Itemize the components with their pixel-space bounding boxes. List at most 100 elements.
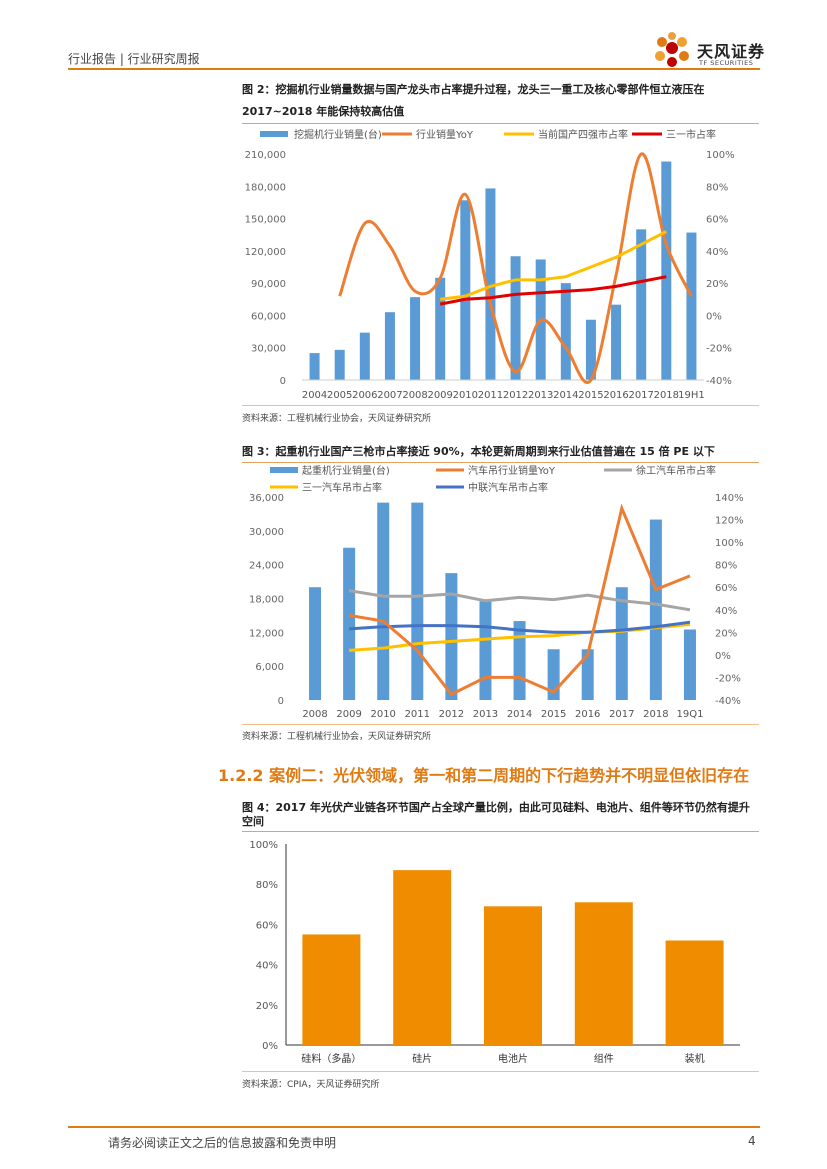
legend-label-1: 汽车吊行业销量YoY <box>468 464 556 477</box>
bar-2010 <box>377 502 390 700</box>
figure-3-source: 资料来源：工程机械行业协会，天风证券研究所 <box>242 732 432 742</box>
legend-label-1: 行业销量YoY <box>416 128 474 141</box>
left-tick: 180,000 <box>245 182 286 193</box>
logo-flower-icon <box>655 32 689 67</box>
section-title: 1.2.2 案例二：光伏领域，第一和第二周期的下行趋势并不明显但依旧存在 <box>218 766 750 785</box>
left-tick: 150,000 <box>245 215 286 226</box>
right-tick: 0% <box>706 311 722 322</box>
x-tick: 2013 <box>473 709 498 720</box>
x-tick: 19Q1 <box>676 709 703 720</box>
y-tick: 40% <box>256 961 278 972</box>
logo-text: 天风证券 <box>697 42 766 61</box>
right-tick: 0% <box>715 651 731 662</box>
bar-2012 <box>510 256 521 380</box>
bar-2014 <box>560 283 571 380</box>
y-tick: 0% <box>262 1041 278 1052</box>
left-tick: 0 <box>278 696 284 707</box>
legend-label-0: 挖掘机行业销量(台) <box>294 128 382 141</box>
figure-4-source: 资料来源：CPIA，天风证券研究所 <box>242 1080 380 1090</box>
bar-2017 <box>636 229 647 380</box>
x-tick: 电池片 <box>498 1052 528 1065</box>
bar-2016 <box>611 304 622 380</box>
right-tick: 120% <box>715 516 744 527</box>
x-tick: 2016 <box>575 709 600 720</box>
bar-2011 <box>485 188 496 380</box>
figure-3-top-rule <box>242 462 759 463</box>
bar-2009 <box>435 277 446 380</box>
figure-2-caption: 图 2：挖掘机行业销量数据与国产龙头市占率提升过程，龙头三一重工及核心零部件恒立… <box>242 79 762 123</box>
figure-2-top-rule <box>242 123 759 124</box>
series-yoy <box>348 503 691 697</box>
right-tick: 80% <box>715 561 737 572</box>
footer-divider <box>68 1126 760 1128</box>
x-tick: 2015 <box>578 390 603 401</box>
bar-2010 <box>460 200 471 380</box>
bar-19H1 <box>686 232 697 380</box>
figure-2-caption-line1: 图 2：挖掘机行业销量数据与国产龙头市占率提升过程，龙头三一重工及核心零部件恒立… <box>242 83 705 96</box>
x-tick: 2014 <box>507 709 532 720</box>
x-tick: 2016 <box>603 390 628 401</box>
x-tick: 2008 <box>402 390 427 401</box>
left-tick: 0 <box>280 376 286 387</box>
legend-swatch-0 <box>260 131 288 137</box>
x-tick: 2007 <box>377 390 402 401</box>
legend-label-2: 当前国产四强市占率 <box>538 128 628 141</box>
bar-2015 <box>585 319 596 380</box>
bar-2008 <box>410 297 421 380</box>
x-tick: 2018 <box>643 709 668 720</box>
x-tick: 2017 <box>628 390 653 401</box>
x-tick: 2010 <box>453 390 478 401</box>
right-tick: 60% <box>706 215 728 226</box>
legend-label-3: 三一汽车吊市占率 <box>302 481 382 494</box>
left-tick: 120,000 <box>245 247 286 258</box>
bar-2005 <box>334 349 345 380</box>
x-tick: 2009 <box>336 709 361 720</box>
bar-2008 <box>309 587 322 700</box>
x-tick: 2008 <box>302 709 327 720</box>
series-sany-share <box>439 275 667 306</box>
left-tick: 12,000 <box>249 628 284 639</box>
left-tick: 6,000 <box>255 662 284 673</box>
figure-3-bottom-rule <box>242 724 759 725</box>
left-tick: 210,000 <box>245 150 286 161</box>
left-tick: 60,000 <box>251 311 286 322</box>
series-yoy <box>338 152 693 384</box>
x-tick: 2006 <box>352 390 377 401</box>
bar-2009 <box>343 547 356 700</box>
right-tick: 100% <box>715 538 744 549</box>
bar-2007 <box>384 312 395 380</box>
right-tick: 20% <box>715 628 737 639</box>
page-number: 4 <box>748 1134 756 1148</box>
x-tick: 2004 <box>302 390 327 401</box>
left-tick: 24,000 <box>249 561 284 572</box>
y-tick: 60% <box>256 920 278 931</box>
x-tick: 2011 <box>478 390 503 401</box>
bar-2017 <box>615 587 628 700</box>
legend-label-0: 起重机行业销量(台) <box>302 464 390 477</box>
bar-组件 <box>574 902 633 1045</box>
pv-share-chart: 0% 20% 40% 60% 80% 100% 硅料（多晶） 硅片 电池片 组件 装机 <box>249 840 740 1065</box>
series-zoomlion-share <box>349 620 691 634</box>
right-tick: 60% <box>715 583 737 594</box>
bar-2016 <box>581 649 594 700</box>
x-tick: 2017 <box>609 709 634 720</box>
figure-4-caption-line1: 图 4：2017 年光伏产业链各环节国产占全球产量比例，由此可见硅料、电池片、组… <box>242 801 750 814</box>
logo-subtext: TF SECURITIES <box>699 59 754 67</box>
bar-2011 <box>411 502 424 700</box>
excavator-chart: 挖掘机行业销量(台) 行业销量YoY 当前国产四强市占率 三一市占率 0 30,000 60… <box>245 128 735 401</box>
legend-label-4: 中联汽车吊市占率 <box>468 481 548 494</box>
footer-disclaimer: 请务必阅读正文之后的信息披露和免责申明 <box>108 1136 337 1150</box>
bar-硅片 <box>393 870 452 1045</box>
left-tick: 18,000 <box>249 595 284 606</box>
bar-2018 <box>661 161 672 380</box>
figure-3-caption: 图 3：起重机行业国产三枪市占率接近 90%，本轮更新周期到来行业估值普遍在 1… <box>242 445 715 458</box>
right-tick: 100% <box>706 150 735 161</box>
bar-2006 <box>359 332 370 380</box>
y-tick: 100% <box>249 840 278 851</box>
figure-4-caption-line2: 空间 <box>242 815 264 828</box>
series-top4-share <box>440 230 667 301</box>
x-tick: 2013 <box>528 390 553 401</box>
x-tick: 2012 <box>439 709 464 720</box>
figure-4-bottom-rule <box>242 1071 759 1072</box>
